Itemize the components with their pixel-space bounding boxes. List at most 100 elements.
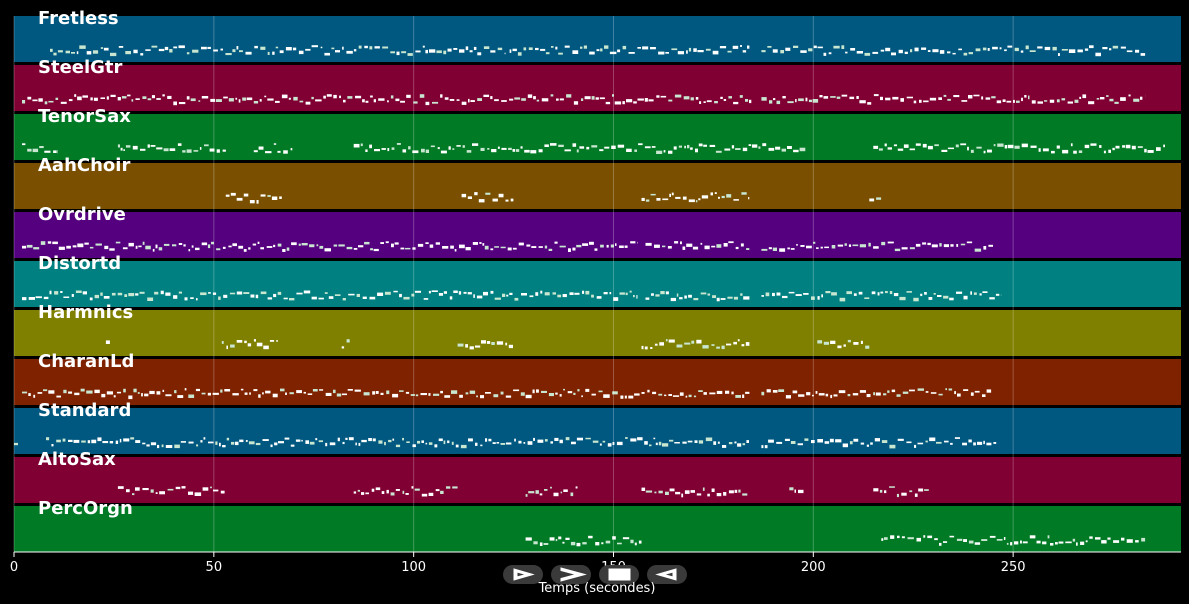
track-label: Fretless — [38, 8, 119, 29]
note — [1131, 145, 1136, 150]
note — [550, 143, 557, 146]
note — [245, 440, 248, 442]
note — [647, 389, 650, 393]
note — [285, 47, 292, 51]
note — [428, 492, 434, 496]
note — [982, 47, 987, 51]
note — [371, 488, 375, 492]
note — [201, 96, 209, 99]
note — [508, 147, 512, 150]
note — [43, 389, 48, 392]
note — [311, 296, 317, 300]
note — [710, 192, 713, 196]
note — [156, 391, 161, 395]
note — [1042, 541, 1047, 545]
note — [459, 394, 463, 398]
note — [785, 47, 791, 51]
note — [74, 392, 80, 396]
note-segment — [50, 45, 506, 57]
note — [616, 441, 623, 446]
note — [914, 47, 919, 52]
note — [526, 244, 531, 247]
note — [229, 292, 236, 295]
note — [591, 393, 596, 396]
note — [762, 143, 767, 147]
note — [44, 101, 48, 105]
note — [145, 49, 151, 51]
note — [665, 291, 669, 295]
back-button[interactable] — [647, 565, 687, 584]
note — [516, 149, 520, 152]
note — [790, 248, 795, 250]
note — [956, 291, 963, 294]
note — [658, 51, 665, 55]
note — [887, 390, 890, 393]
note — [1037, 101, 1043, 104]
note — [160, 290, 164, 295]
note — [1106, 95, 1109, 97]
note — [982, 291, 988, 293]
note — [288, 97, 291, 100]
note — [637, 98, 644, 101]
note — [1144, 148, 1147, 153]
note — [514, 297, 519, 301]
note — [607, 443, 612, 447]
note — [524, 149, 530, 153]
note — [387, 148, 390, 152]
note — [419, 94, 425, 98]
note — [728, 241, 734, 244]
note — [265, 151, 272, 154]
note — [890, 535, 895, 539]
forward-button[interactable] — [551, 565, 591, 584]
note — [634, 393, 640, 396]
note — [873, 145, 879, 149]
note — [883, 393, 887, 396]
note — [505, 199, 509, 202]
note — [528, 491, 535, 494]
note — [776, 441, 783, 444]
note — [576, 542, 581, 547]
note — [585, 290, 590, 295]
note — [525, 537, 532, 541]
note — [374, 149, 380, 152]
note — [917, 388, 924, 391]
note — [871, 291, 876, 295]
note — [480, 395, 484, 399]
note — [693, 395, 697, 398]
note — [1088, 101, 1095, 105]
note — [716, 390, 723, 394]
note — [1014, 145, 1020, 149]
note — [512, 149, 516, 152]
note — [210, 98, 215, 102]
note — [140, 53, 144, 56]
note — [132, 493, 135, 496]
note — [178, 102, 186, 105]
note — [670, 297, 676, 302]
note — [761, 445, 764, 449]
note — [585, 388, 590, 392]
note — [667, 246, 672, 249]
note — [619, 245, 624, 248]
note — [358, 442, 361, 446]
note — [751, 144, 758, 148]
note — [1058, 53, 1060, 56]
note — [576, 437, 583, 441]
note — [864, 297, 870, 299]
note — [521, 293, 527, 296]
note — [260, 247, 264, 250]
note — [210, 486, 212, 489]
note — [591, 294, 594, 298]
note — [662, 443, 669, 447]
stop-button[interactable] — [599, 565, 639, 584]
note — [963, 295, 968, 300]
play-button[interactable] — [503, 565, 543, 584]
note — [342, 441, 345, 445]
note — [1074, 99, 1079, 103]
note — [33, 247, 40, 250]
note — [273, 293, 277, 298]
note — [1030, 145, 1037, 148]
note — [135, 245, 138, 249]
note — [829, 438, 834, 443]
note — [846, 291, 852, 295]
note — [553, 492, 559, 497]
